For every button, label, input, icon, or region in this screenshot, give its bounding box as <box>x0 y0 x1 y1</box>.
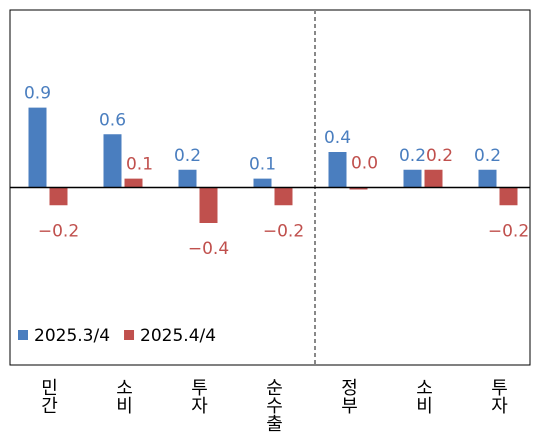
legend-label: 2025.4/4 <box>140 326 216 346</box>
bar <box>103 134 122 188</box>
value-label: 0.0 <box>351 154 378 174</box>
value-label: 0.1 <box>249 155 276 175</box>
x-tick-label: 정부 <box>338 378 359 414</box>
x-tick-label: 소비 <box>113 378 134 414</box>
bar <box>499 187 518 206</box>
value-label: 0.9 <box>24 84 51 104</box>
bar <box>274 187 293 206</box>
x-tick-label: 민간 <box>38 378 59 414</box>
x-tick-label: 소비 <box>413 378 434 414</box>
value-label: 0.2 <box>426 146 453 166</box>
value-label: 0.2 <box>474 146 501 166</box>
bar <box>253 178 272 188</box>
legend-swatch <box>124 330 135 340</box>
x-tick-label: 투자 <box>488 378 509 414</box>
bar <box>28 107 47 188</box>
value-label: −0.4 <box>188 239 229 259</box>
value-label: 0.2 <box>174 146 201 166</box>
value-label: 0.6 <box>99 110 126 130</box>
bar <box>424 169 443 188</box>
legend-swatch <box>18 330 28 340</box>
bar <box>124 178 143 188</box>
value-label: −0.2 <box>38 221 79 241</box>
bar <box>403 169 422 188</box>
value-label: 0.4 <box>324 128 351 148</box>
x-tick-label: 투자 <box>188 378 209 414</box>
value-label: 0.1 <box>126 155 153 175</box>
bar <box>328 152 347 188</box>
value-label: −0.2 <box>488 221 529 241</box>
bar <box>49 187 68 206</box>
value-label: 0.2 <box>399 146 426 166</box>
legend-label: 2025.3/4 <box>34 326 110 346</box>
bar <box>199 187 218 223</box>
bar <box>178 169 197 188</box>
value-label: −0.2 <box>263 221 304 241</box>
x-tick-label: 순수출 <box>263 378 284 432</box>
bar <box>349 187 368 190</box>
bar <box>478 169 497 188</box>
